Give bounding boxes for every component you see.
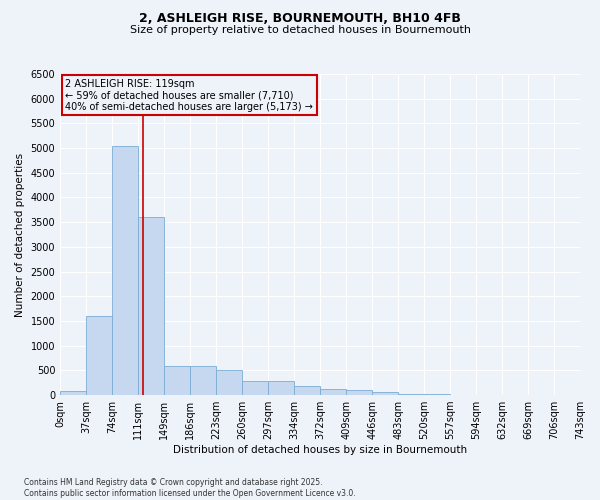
Y-axis label: Number of detached properties: Number of detached properties	[15, 152, 25, 316]
X-axis label: Distribution of detached houses by size in Bournemouth: Distribution of detached houses by size …	[173, 445, 467, 455]
Bar	[294, 386, 320, 395]
Bar	[398, 394, 424, 395]
Bar	[164, 366, 190, 395]
Text: Size of property relative to detached houses in Bournemouth: Size of property relative to detached ho…	[130, 25, 470, 35]
Bar	[190, 366, 216, 395]
Text: Contains HM Land Registry data © Crown copyright and database right 2025.
Contai: Contains HM Land Registry data © Crown c…	[24, 478, 356, 498]
Bar	[138, 218, 164, 395]
Bar	[372, 392, 398, 395]
Bar	[86, 316, 112, 395]
Bar	[112, 146, 138, 395]
Text: 2, ASHLEIGH RISE, BOURNEMOUTH, BH10 4FB: 2, ASHLEIGH RISE, BOURNEMOUTH, BH10 4FB	[139, 12, 461, 26]
Bar	[60, 392, 86, 395]
Bar	[346, 390, 372, 395]
Bar	[268, 382, 294, 395]
Bar	[242, 382, 268, 395]
Bar	[216, 370, 242, 395]
Bar	[320, 388, 346, 395]
Text: 2 ASHLEIGH RISE: 119sqm
← 59% of detached houses are smaller (7,710)
40% of semi: 2 ASHLEIGH RISE: 119sqm ← 59% of detache…	[65, 79, 313, 112]
Bar	[424, 394, 450, 395]
